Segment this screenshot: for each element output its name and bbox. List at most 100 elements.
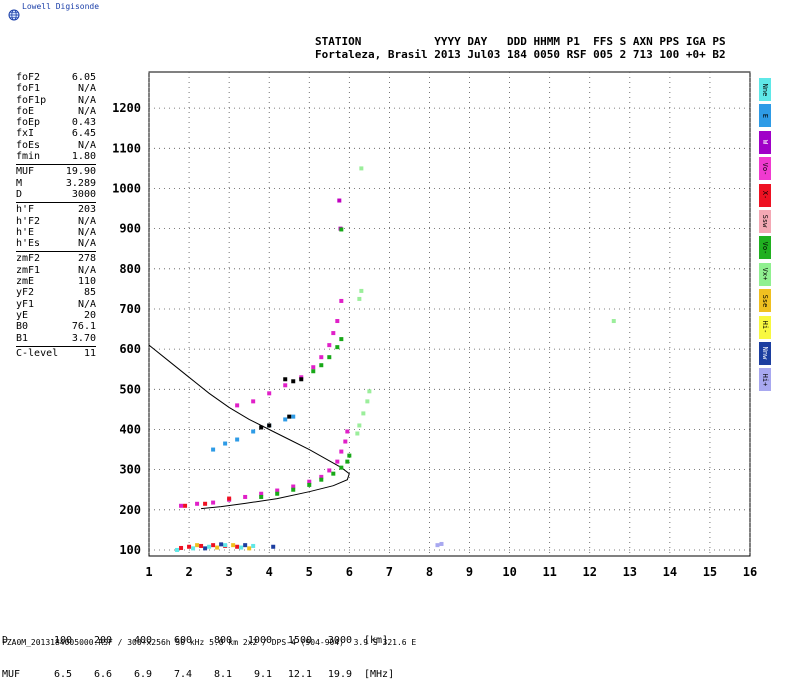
muf-table-unit: [km] bbox=[364, 635, 389, 646]
muf-table-head: MUF bbox=[2, 669, 21, 680]
param-key: foEp bbox=[16, 117, 41, 129]
echo-point bbox=[215, 545, 220, 550]
param-value: 1.80 bbox=[71, 151, 96, 163]
mode-swatch: Hi- bbox=[759, 315, 771, 339]
echo-point bbox=[203, 501, 208, 506]
echo-point bbox=[211, 500, 216, 505]
param-row: foEs N/A bbox=[16, 140, 96, 151]
echo-point bbox=[251, 399, 256, 404]
echo-point bbox=[247, 546, 252, 551]
echo-point bbox=[327, 355, 332, 360]
echo-point bbox=[195, 543, 200, 548]
echo-point bbox=[319, 363, 324, 368]
param-value: 3000 bbox=[71, 188, 96, 200]
echo-point bbox=[299, 377, 304, 382]
param-key: h'Es bbox=[16, 238, 41, 250]
y-tick-label: 1100 bbox=[112, 141, 141, 155]
echo-point bbox=[335, 319, 340, 324]
param-value: 85 bbox=[83, 287, 96, 299]
param-key: yF1 bbox=[16, 298, 35, 310]
echo-point bbox=[259, 491, 264, 496]
y-tick-label: 1200 bbox=[112, 101, 141, 115]
param-key: B0 bbox=[16, 321, 29, 333]
echo-point bbox=[439, 541, 444, 546]
muf-table-cell: 400 bbox=[133, 635, 152, 646]
param-row: foF1p N/A bbox=[16, 95, 96, 106]
y-tick-label: 100 bbox=[119, 543, 141, 557]
mode-label: Nnw bbox=[761, 347, 769, 360]
mode-swatch: X- bbox=[759, 183, 771, 207]
muf-table-cell: 7.4 bbox=[173, 669, 192, 680]
param-row: fmin 1.80 bbox=[16, 151, 96, 162]
echo-point bbox=[235, 437, 240, 442]
param-row: zmF2 278 bbox=[16, 253, 96, 264]
x-tick-label: 10 bbox=[502, 565, 516, 579]
echo-point bbox=[179, 545, 184, 550]
param-row: foF1 N/A bbox=[16, 83, 96, 94]
param-row: foEp 0.43 bbox=[16, 117, 96, 128]
x-tick-label: 5 bbox=[306, 565, 313, 579]
param-key: foE bbox=[16, 105, 35, 117]
globe-icon bbox=[8, 9, 20, 21]
echo-point bbox=[275, 488, 280, 493]
param-key: C-level bbox=[16, 347, 59, 359]
echo-point bbox=[345, 459, 350, 464]
param-key: h'F2 bbox=[16, 215, 41, 227]
muf-table: D 100 200 400 600 800 1000 1500 3000 [km… bbox=[0, 613, 414, 692]
param-value: 20 bbox=[83, 309, 96, 321]
param-row: C-level 11 bbox=[16, 348, 96, 359]
echo-point bbox=[243, 494, 248, 499]
param-key: fmin bbox=[16, 151, 41, 163]
y-tick-label: 900 bbox=[119, 222, 141, 236]
x-tick-label: 16 bbox=[743, 565, 757, 579]
param-key: MUF bbox=[16, 166, 35, 178]
echo-point bbox=[211, 543, 216, 548]
muf-table-cell: 6.5 bbox=[53, 669, 72, 680]
electron-density-profile bbox=[148, 344, 350, 510]
echo-point bbox=[259, 425, 264, 430]
muf-table-cell: 3000 bbox=[327, 635, 352, 646]
echo-point bbox=[343, 439, 348, 444]
mode-label: Hi- bbox=[761, 320, 769, 334]
param-key: M bbox=[16, 177, 23, 189]
x-tick-label: 8 bbox=[426, 565, 433, 579]
echo-point bbox=[267, 391, 272, 396]
param-row: yF1 N/A bbox=[16, 299, 96, 310]
param-value: N/A bbox=[77, 226, 96, 238]
param-row: zmE 110 bbox=[16, 276, 96, 287]
param-value: 6.45 bbox=[71, 128, 96, 140]
param-value: 203 bbox=[77, 204, 96, 216]
x-tick-label: 12 bbox=[583, 565, 597, 579]
muf-table-cell: 6.9 bbox=[133, 669, 152, 680]
echo-point bbox=[335, 459, 340, 464]
x-tick-label: 3 bbox=[226, 565, 233, 579]
echo-point bbox=[251, 429, 256, 434]
echo-point bbox=[319, 474, 324, 479]
mode-swatch: E bbox=[759, 104, 771, 128]
echo-point bbox=[367, 389, 372, 394]
mode-label: X- bbox=[761, 190, 769, 200]
echo-point bbox=[235, 544, 240, 549]
x-tick-label: 1 bbox=[145, 565, 152, 579]
x-tick-label: 14 bbox=[663, 565, 677, 579]
echo-point bbox=[175, 547, 180, 552]
muf-table-cell: 200 bbox=[93, 635, 112, 646]
y-tick-label: 1000 bbox=[112, 181, 141, 195]
echo-point bbox=[203, 546, 208, 551]
echo-point bbox=[365, 399, 370, 404]
mode-swatch: Hi+ bbox=[759, 368, 771, 392]
muf-table-cell: 8.1 bbox=[213, 669, 232, 680]
muf-table-cell: 100 bbox=[53, 635, 72, 646]
param-row: fxI 6.45 bbox=[16, 128, 96, 139]
param-value: N/A bbox=[77, 94, 96, 106]
param-key: foF1 bbox=[16, 83, 41, 95]
muf-table-cell: 1000 bbox=[247, 635, 272, 646]
x-tick-label: 7 bbox=[386, 565, 393, 579]
muf-table-cell: 800 bbox=[213, 635, 232, 646]
echo-point bbox=[207, 544, 212, 549]
param-value: N/A bbox=[77, 215, 96, 227]
param-value: N/A bbox=[77, 83, 96, 95]
param-value: 11 bbox=[83, 347, 96, 359]
echo-point bbox=[311, 369, 316, 374]
param-value: 76.1 bbox=[71, 321, 96, 333]
